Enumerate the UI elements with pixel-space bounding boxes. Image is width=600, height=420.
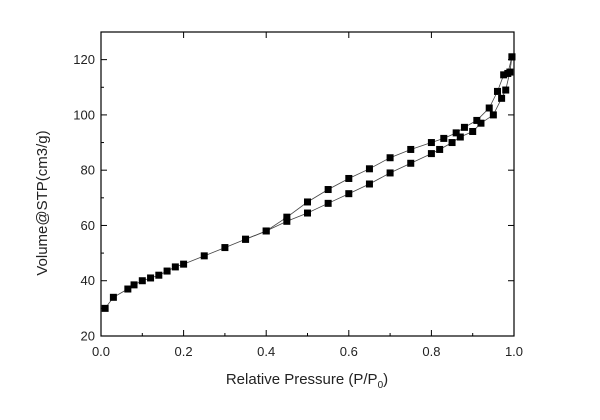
data-point xyxy=(124,285,132,293)
data-point xyxy=(440,134,448,142)
data-point xyxy=(407,145,415,153)
data-point xyxy=(304,198,311,206)
x-tick-label: 0.6 xyxy=(340,344,358,359)
x-axis-label-subscript: 0 xyxy=(378,380,384,391)
data-point xyxy=(180,260,188,268)
data-point xyxy=(485,104,493,112)
x-tick-label: 0.0 xyxy=(92,344,110,359)
data-point xyxy=(138,277,146,285)
data-point xyxy=(427,150,435,158)
x-axis-label-close: ) xyxy=(383,371,388,388)
plot-frame xyxy=(100,31,515,337)
x-tick-label: 0.4 xyxy=(257,344,275,359)
data-point xyxy=(242,235,250,243)
data-point xyxy=(283,213,291,221)
data-point xyxy=(500,71,508,79)
data-point xyxy=(386,154,394,162)
data-points-layer xyxy=(101,53,516,312)
data-point xyxy=(493,87,501,95)
x-tick-label: 1.0 xyxy=(505,344,523,359)
x-axis-label-main: Relative Pressure (P/P xyxy=(226,371,378,388)
x-axis-label: Relative Pressure (P/P0) xyxy=(226,371,388,391)
data-point xyxy=(477,119,485,127)
data-point xyxy=(304,209,311,217)
data-point xyxy=(508,53,516,61)
data-point xyxy=(345,190,353,198)
data-point xyxy=(448,139,456,147)
data-point xyxy=(200,252,208,260)
data-point xyxy=(436,145,444,153)
data-point xyxy=(324,186,332,194)
y-tick-label: 60 xyxy=(81,218,95,233)
data-point xyxy=(262,227,270,235)
y-tick-label: 80 xyxy=(81,163,95,178)
axes-layer: 0.0 0.2 0.4 0.6 0.8 1.0 20 40 60 80 100 120 xyxy=(73,31,523,359)
data-point xyxy=(221,244,229,252)
x-tick-label: 0.2 xyxy=(175,344,193,359)
data-point xyxy=(365,180,373,188)
data-point xyxy=(155,271,163,279)
data-point xyxy=(147,274,155,282)
data-point xyxy=(427,139,435,147)
data-point xyxy=(101,304,109,312)
data-point xyxy=(456,133,464,141)
data-point xyxy=(502,86,510,94)
y-tick-label: 100 xyxy=(73,107,95,122)
data-point xyxy=(473,116,481,124)
data-point xyxy=(109,293,117,301)
data-point xyxy=(460,123,468,131)
data-point xyxy=(171,263,179,271)
data-point xyxy=(504,69,512,77)
series-line-2 xyxy=(245,56,513,240)
data-point xyxy=(407,159,415,167)
data-point xyxy=(324,199,332,207)
y-axis-label: Volume@STP(cm3/g) xyxy=(34,130,51,275)
data-point xyxy=(345,174,353,182)
data-point xyxy=(469,127,477,135)
y-tick-label: 120 xyxy=(73,52,95,67)
data-point xyxy=(283,217,291,225)
data-point xyxy=(130,281,138,289)
y-tick-label: 40 xyxy=(81,273,95,288)
data-point xyxy=(489,111,497,119)
data-point xyxy=(365,165,373,173)
data-point xyxy=(163,267,171,275)
data-point xyxy=(386,169,394,177)
x-tick-label: 0.8 xyxy=(422,344,440,359)
y-tick-label: 20 xyxy=(81,329,95,344)
data-point xyxy=(452,129,460,137)
data-point xyxy=(498,94,506,102)
